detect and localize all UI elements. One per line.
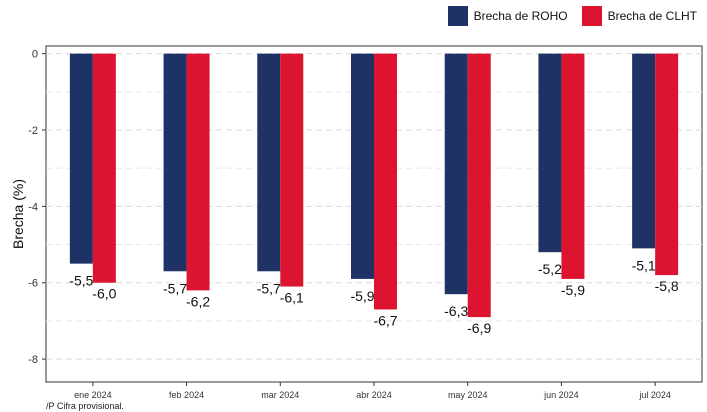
bar-clht [186,53,210,291]
legend-item-roho: Brecha de ROHO [447,6,568,26]
x-tick-label: ene 2024 [74,390,112,400]
y-tick-label: -4 [28,201,38,213]
bar-clht [561,53,585,279]
bar-clht [92,53,116,283]
footnote: /P Cifra provisional. [46,401,124,411]
data-label-clht: -6,1 [280,290,304,306]
legend-item-clht: Brecha de CLHT [581,6,697,26]
legend-swatch-clht [581,6,602,26]
x-tick-label: jun 2024 [543,390,579,400]
x-tick-label: feb 2024 [169,390,204,400]
data-label-roho: -5,9 [350,288,374,304]
y-axis-title: Brecha (%) [10,179,26,249]
legend-swatch-roho [447,6,468,26]
chart-legend: Brecha de ROHO Brecha de CLHT [447,6,697,26]
data-label-roho: -6,3 [444,303,468,319]
bar-roho [163,53,187,272]
x-tick-label: jul 2024 [638,390,671,400]
data-label-roho: -5,2 [538,261,562,277]
x-tick-label: mar 2024 [261,390,299,400]
y-tick-label: -2 [28,125,38,137]
x-tick-label: may 2024 [448,390,488,400]
y-tick-label: -6 [28,278,38,290]
bar-roho [444,53,468,295]
data-label-clht: -6,0 [92,286,116,302]
data-label-clht: -5,9 [561,282,585,298]
bar-clht [374,53,397,310]
y-tick-label: 0 [32,49,38,61]
bar-clht [280,53,304,287]
y-tick-label: -8 [28,354,38,366]
bar-clht [655,53,679,276]
x-tick-label: abr 2024 [356,390,392,400]
data-label-roho: -5,7 [163,280,187,296]
data-label-roho: -5,7 [257,280,281,296]
data-label-roho: -5,1 [632,257,656,273]
data-label-roho: -5,5 [69,273,93,289]
bar-roho [538,53,562,253]
bar-clht [467,53,491,318]
bar-roho [69,53,93,264]
legend-label-clht: Brecha de CLHT [607,9,697,23]
data-label-clht: -6,2 [186,293,210,309]
bar-roho [257,53,281,272]
bar-roho [351,53,374,279]
legend-label-roho: Brecha de ROHO [473,9,568,23]
data-label-clht: -6,7 [373,312,397,328]
bar-roho [632,53,656,249]
data-label-clht: -6,9 [467,320,491,336]
data-label-clht: -5,8 [655,278,679,294]
